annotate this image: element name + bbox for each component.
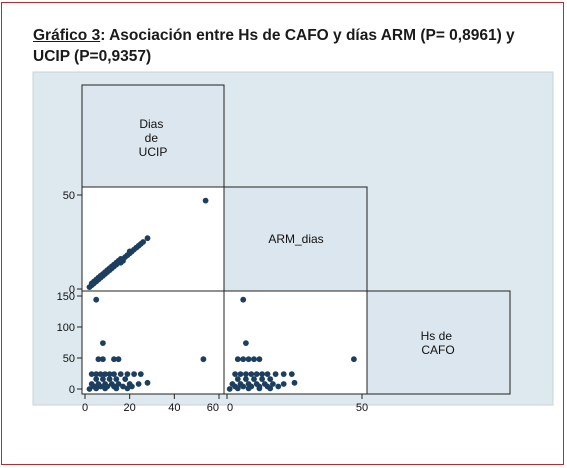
data-point-arm-cafo-19 bbox=[251, 376, 257, 382]
data-point-arm-cafo-29 bbox=[291, 379, 298, 386]
data-point-arm-cafo-15 bbox=[280, 371, 287, 377]
data-point-ucip-arm-42 bbox=[202, 197, 209, 204]
y-tick-label-arm-1: 50 bbox=[63, 190, 75, 202]
label-box-cafo bbox=[366, 290, 511, 395]
data-point-ucip-cafo-16 bbox=[93, 376, 100, 382]
y-tick-label-cafo-2: 100 bbox=[57, 322, 75, 334]
data-point-ucip-cafo-17 bbox=[100, 376, 106, 382]
var-label-ucip-line3: UCIP bbox=[139, 145, 168, 159]
data-point-arm-cafo-14 bbox=[272, 371, 279, 377]
data-point-ucip-cafo-11 bbox=[111, 371, 117, 377]
data-point-arm-cafo-21 bbox=[267, 376, 274, 382]
data-point-ucip-cafo-40 bbox=[200, 356, 207, 363]
data-point-arm-cafo-1 bbox=[243, 340, 249, 346]
data-point-arm-cafo-6 bbox=[256, 356, 263, 363]
data-point-arm-cafo-37 bbox=[245, 385, 252, 392]
data-point-ucip-cafo-30 bbox=[97, 383, 104, 390]
data-point-arm-cafo-2 bbox=[234, 356, 241, 363]
data-point-arm-cafo-41 bbox=[351, 356, 357, 363]
data-point-ucip-cafo-27 bbox=[135, 381, 142, 387]
label-box-arm bbox=[223, 186, 368, 292]
data-point-ucip-cafo-39 bbox=[86, 386, 93, 392]
chart-title: Gráfico 3: Asociación entre Hs de CAFO y… bbox=[33, 25, 553, 67]
data-point-arm-cafo-16 bbox=[288, 371, 295, 377]
x-tick-label-ucip-1: 20 bbox=[124, 402, 136, 414]
chart-title-lead: Gráfico 3 bbox=[33, 27, 101, 44]
data-point-ucip-arm-40 bbox=[140, 239, 147, 245]
data-point-arm-cafo-8 bbox=[237, 371, 244, 377]
data-point-ucip-cafo-35 bbox=[93, 385, 100, 392]
data-point-arm-cafo-38 bbox=[256, 385, 263, 392]
data-point-arm-cafo-11 bbox=[253, 371, 260, 377]
data-point-arm-cafo-18 bbox=[243, 376, 249, 382]
data-point-ucip-cafo-10 bbox=[106, 371, 113, 377]
var-label-cafo: Hs de CAFO bbox=[421, 329, 456, 357]
x-tick-label-ucip-3: 60 bbox=[207, 402, 219, 414]
data-point-ucip-cafo-3 bbox=[100, 356, 106, 363]
data-point-arm-cafo-36 bbox=[234, 385, 241, 392]
data-point-arm-cafo-28 bbox=[280, 381, 287, 387]
var-label-arm-line1: ARM_dias bbox=[268, 232, 323, 246]
x-tick-label-arm-1: 50 bbox=[356, 402, 368, 414]
data-point-ucip-cafo-38 bbox=[124, 385, 131, 392]
data-point-arm-cafo-35 bbox=[275, 383, 282, 390]
y-tick-label-cafo-0: 0 bbox=[69, 384, 75, 396]
y-tick-label-cafo-3: 150 bbox=[57, 291, 75, 303]
data-point-arm-cafo-10 bbox=[248, 371, 255, 377]
data-point-ucip-cafo-25 bbox=[115, 381, 122, 387]
x-tick-label-ucip-0: 0 bbox=[82, 402, 88, 414]
var-label-ucip: Dias de UCIP bbox=[139, 117, 168, 159]
data-point-ucip-cafo-0 bbox=[93, 296, 100, 303]
data-point-ucip-cafo-1 bbox=[100, 340, 106, 346]
data-point-ucip-cafo-14 bbox=[131, 371, 138, 377]
data-point-arm-cafo-17 bbox=[234, 376, 241, 382]
data-point-ucip-cafo-15 bbox=[137, 371, 144, 377]
y-tick-label-cafo-1: 50 bbox=[63, 353, 75, 365]
data-point-ucip-cafo-2 bbox=[95, 356, 102, 363]
label-box-ucip bbox=[81, 84, 225, 188]
data-point-arm-cafo-0 bbox=[240, 296, 247, 303]
data-point-arm-cafo-9 bbox=[243, 371, 249, 377]
var-label-cafo-line2: CAFO bbox=[421, 343, 454, 357]
data-point-ucip-cafo-5 bbox=[115, 356, 122, 363]
data-point-ucip-cafo-18 bbox=[106, 376, 113, 382]
data-point-ucip-arm-41 bbox=[144, 235, 151, 242]
data-point-arm-cafo-13 bbox=[264, 371, 271, 377]
data-point-arm-cafo-20 bbox=[259, 376, 265, 382]
var-label-cafo-line1: Hs de bbox=[421, 329, 453, 343]
data-point-ucip-cafo-34 bbox=[129, 383, 135, 390]
chart-title-rest: : Asociación entre Hs de CAFO y días ARM… bbox=[33, 27, 515, 65]
data-point-arm-cafo-40 bbox=[226, 386, 233, 392]
var-label-arm: ARM_dias bbox=[268, 232, 323, 246]
data-point-arm-cafo-27 bbox=[270, 381, 276, 387]
data-point-ucip-cafo-7 bbox=[93, 371, 100, 377]
data-point-arm-cafo-4 bbox=[245, 356, 252, 363]
data-point-arm-cafo-5 bbox=[251, 356, 257, 363]
data-point-ucip-cafo-37 bbox=[113, 385, 120, 392]
data-point-arm-cafo-39 bbox=[267, 385, 274, 392]
data-point-ucip-cafo-8 bbox=[97, 371, 104, 377]
var-label-ucip-line2: de bbox=[145, 131, 159, 145]
data-point-ucip-cafo-28 bbox=[144, 379, 151, 386]
data-point-arm-cafo-3 bbox=[240, 356, 247, 363]
data-point-ucip-cafo-20 bbox=[122, 376, 129, 382]
data-point-arm-cafo-12 bbox=[259, 371, 265, 377]
data-point-ucip-cafo-19 bbox=[113, 376, 120, 382]
var-label-ucip-line1: Dias bbox=[139, 117, 163, 131]
x-tick-label-arm-0: 0 bbox=[227, 402, 233, 414]
data-point-ucip-cafo-36 bbox=[102, 385, 108, 392]
y-tick-label-arm-0: 0 bbox=[69, 284, 75, 296]
data-point-ucip-cafo-4 bbox=[111, 356, 117, 363]
data-point-ucip-cafo-33 bbox=[120, 383, 126, 390]
x-tick-label-ucip-2: 40 bbox=[168, 402, 180, 414]
data-point-ucip-cafo-6 bbox=[88, 371, 95, 377]
data-point-arm-cafo-31 bbox=[240, 383, 247, 390]
data-point-ucip-cafo-13 bbox=[124, 371, 131, 377]
data-point-ucip-cafo-9 bbox=[102, 371, 108, 377]
data-point-ucip-cafo-12 bbox=[117, 371, 124, 377]
data-point-arm-cafo-7 bbox=[232, 371, 239, 377]
